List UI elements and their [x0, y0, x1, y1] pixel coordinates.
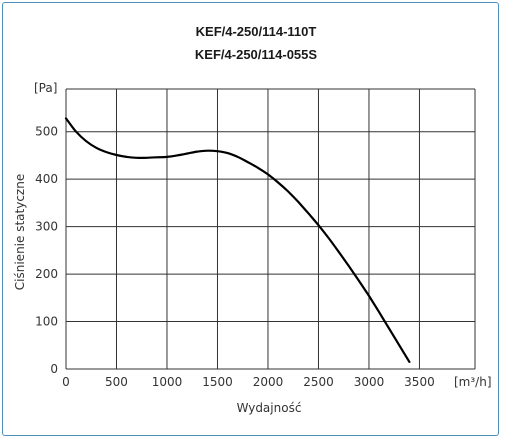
y-tick-label: 100 — [35, 315, 58, 329]
grid — [65, 88, 476, 370]
x-unit-label: [m³/h] — [454, 375, 492, 389]
x-tick-label: 2500 — [303, 375, 334, 389]
x-tick-label: 500 — [105, 375, 128, 389]
series-line — [64, 117, 411, 363]
y-tick-label: 400 — [35, 172, 58, 186]
chart-svg: KEF/4-250/114-110T KEF/4-250/114-055S 0 5… — [13, 24, 492, 415]
x-tick-label: 1000 — [152, 375, 183, 389]
series-lines — [64, 117, 411, 363]
y-tick-label: 200 — [35, 267, 58, 281]
x-tick-label: 3000 — [354, 375, 385, 389]
x-tick-label: 1500 — [202, 375, 233, 389]
y-tick-label: 500 — [35, 125, 58, 139]
x-axis-title: Wydajność — [237, 401, 302, 415]
y-axis-title: Ciśnienie statyczne — [13, 174, 27, 290]
y-tick-label: 300 — [35, 220, 58, 234]
chart-title-line-1: KEF/4-250/114-110T — [196, 24, 317, 39]
tick-labels: 0 500 1000 1500 2000 2500 3000 3500 0 100 200 300 40… — [35, 125, 435, 389]
x-tick-label: 3500 — [404, 375, 435, 389]
y-unit-label: [Pa] — [34, 81, 57, 95]
chart-title-line-2: KEF/4-250/114-055S — [195, 47, 317, 62]
x-tick-label: 0 — [62, 375, 70, 389]
y-tick-label: 0 — [50, 362, 58, 376]
chart-frame: KEF/4-250/114-110T KEF/4-250/114-055S 0 5… — [2, 2, 499, 436]
x-tick-label: 2000 — [253, 375, 284, 389]
